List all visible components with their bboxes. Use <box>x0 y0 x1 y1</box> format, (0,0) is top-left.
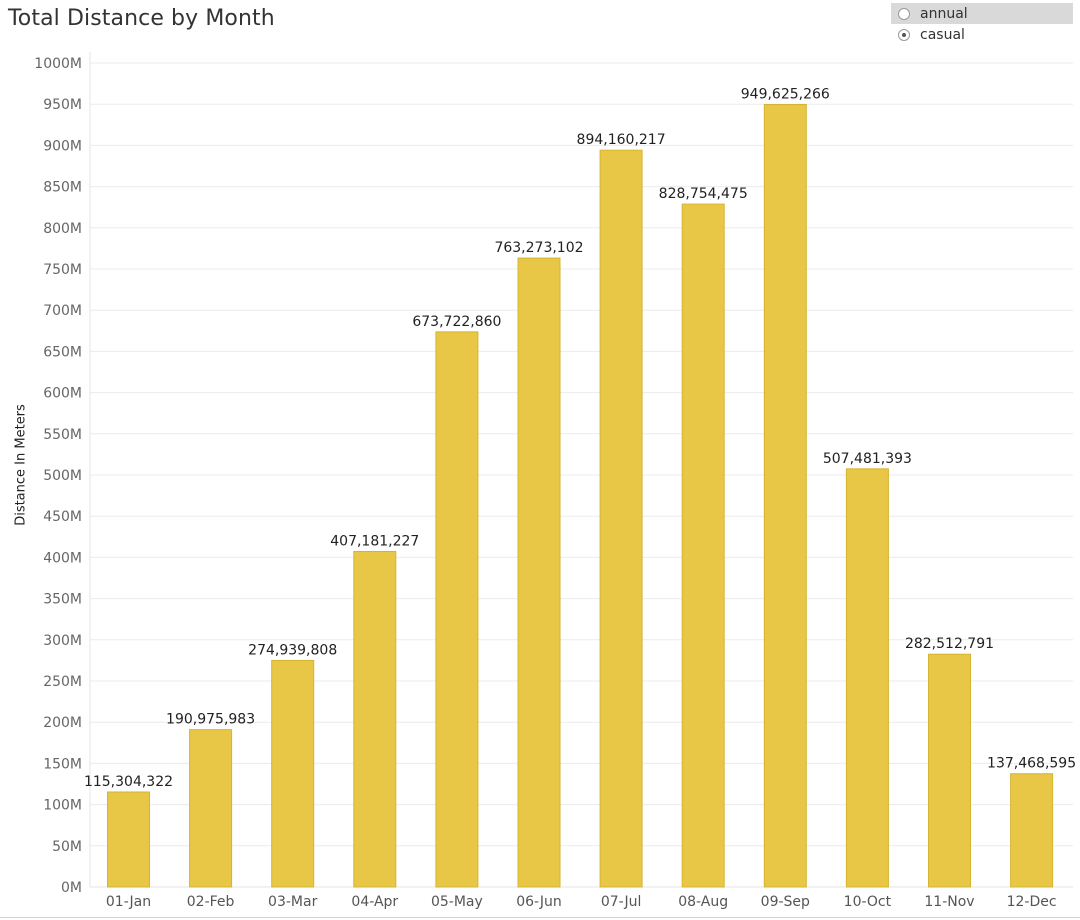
x-tick-label: 06-Jun <box>516 894 562 910</box>
x-tick-label: 11-Nov <box>924 894 974 910</box>
data-label: 949,625,266 <box>741 87 830 103</box>
bar <box>107 791 150 888</box>
y-tick-label: 700M <box>43 303 82 319</box>
y-tick-label: 50M <box>52 839 82 855</box>
x-tick-label: 07-Jul <box>601 894 642 910</box>
x-tick-label: 09-Sep <box>761 894 810 910</box>
legend-option-annual[interactable]: annual <box>891 3 1073 24</box>
bar <box>353 550 397 888</box>
y-tick-label: 0M <box>61 880 82 896</box>
legend-option-label: casual <box>920 26 965 43</box>
radio-unchecked-icon[interactable] <box>898 7 910 20</box>
chart-title: Total Distance by Month <box>8 6 275 31</box>
data-label: 282,512,791 <box>905 636 994 652</box>
y-tick-label: 650M <box>43 344 82 360</box>
y-tick-label: 900M <box>43 138 82 154</box>
y-tick-label: 450M <box>43 509 82 525</box>
bar <box>271 659 315 888</box>
x-tick-label: 03-Mar <box>268 894 318 910</box>
x-tick-label: 12-Dec <box>1007 894 1057 910</box>
bar <box>763 104 807 888</box>
bar <box>928 653 971 888</box>
data-label: 507,481,393 <box>823 451 912 467</box>
bar <box>1010 773 1054 888</box>
x-tick-label: 05-May <box>431 894 483 910</box>
bar <box>599 149 643 888</box>
y-tick-label: 600M <box>43 386 82 402</box>
y-tick-label: 500M <box>43 468 82 484</box>
data-label: 407,181,227 <box>330 533 419 549</box>
bar <box>189 729 233 888</box>
y-tick-label: 800M <box>43 221 82 237</box>
bar <box>681 203 725 888</box>
y-tick-label: 950M <box>43 97 82 113</box>
legend: annual casual <box>891 3 1073 45</box>
data-label: 274,939,808 <box>248 642 337 658</box>
y-tick-label: 200M <box>43 715 82 731</box>
y-tick-label: 350M <box>43 592 82 608</box>
data-label: 190,975,983 <box>166 712 255 728</box>
data-label: 894,160,217 <box>577 132 666 148</box>
data-label: 673,722,860 <box>412 314 501 330</box>
data-label: 828,754,475 <box>659 186 748 202</box>
x-tick-label: 02-Feb <box>187 894 235 910</box>
y-tick-label: 550M <box>43 427 82 443</box>
bottom-divider <box>0 917 1080 918</box>
y-tick-label: 850M <box>43 180 82 196</box>
y-tick-label: 1000M <box>34 56 82 72</box>
x-tick-label: 04-Apr <box>351 894 398 910</box>
y-tick-label: 250M <box>43 674 82 690</box>
data-label: 763,273,102 <box>494 240 583 256</box>
radio-checked-icon[interactable] <box>898 28 910 41</box>
data-label: 115,304,322 <box>84 774 173 790</box>
bar <box>435 331 479 888</box>
x-tick-label: 08-Aug <box>678 894 728 910</box>
data-label: 137,468,595 <box>987 756 1076 772</box>
y-tick-label: 100M <box>43 798 82 814</box>
bar <box>845 468 889 888</box>
bar <box>517 257 561 888</box>
y-tick-label: 300M <box>43 633 82 649</box>
y-tick-label: 150M <box>43 756 82 772</box>
legend-option-label: annual <box>920 5 968 22</box>
x-tick-label: 01-Jan <box>106 894 151 910</box>
x-tick-label: 10-Oct <box>844 894 892 910</box>
y-tick-label: 750M <box>43 262 82 278</box>
y-tick-label: 400M <box>43 550 82 566</box>
legend-option-casual[interactable]: casual <box>891 24 1073 45</box>
